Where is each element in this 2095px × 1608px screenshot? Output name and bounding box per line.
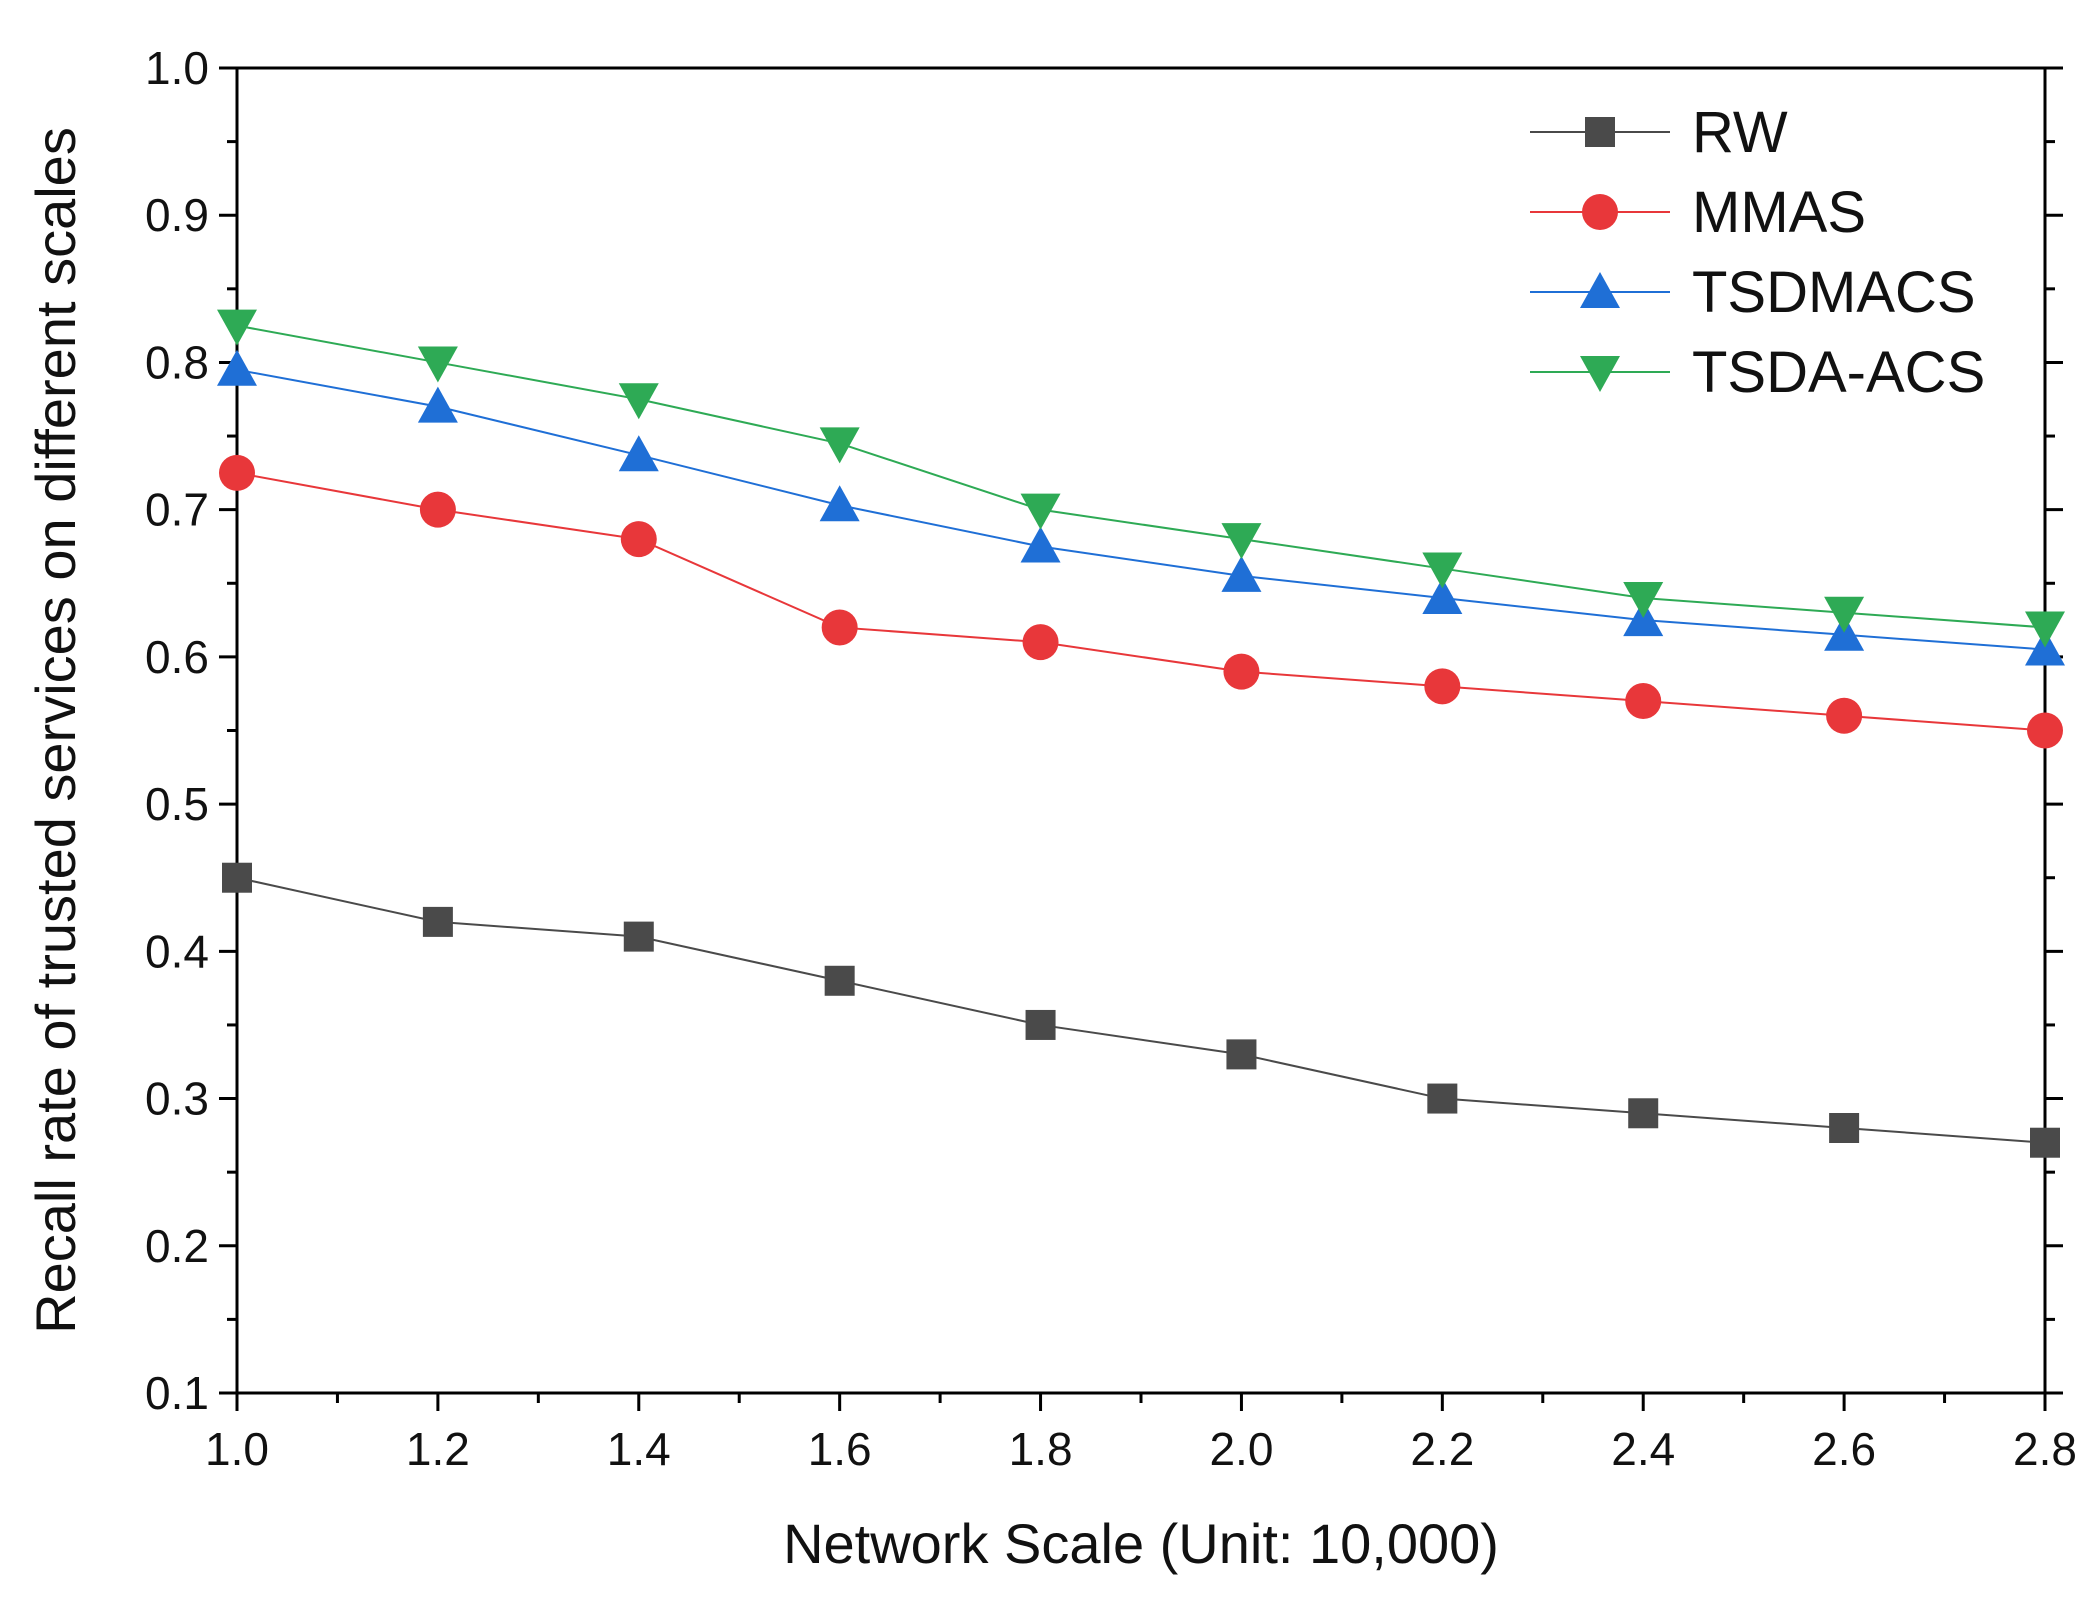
data-point-rw xyxy=(2030,1127,2060,1158)
x-axis-title: Network Scale (Unit: 10,000) xyxy=(783,1512,1499,1575)
data-point-tsda-acs xyxy=(217,309,257,346)
data-point-rw xyxy=(222,862,252,893)
x-tick-label: 2.8 xyxy=(2013,1423,2077,1475)
data-point-mmas xyxy=(620,521,657,558)
y-tick-label: 0.4 xyxy=(145,925,209,977)
data-point-rw xyxy=(1829,1113,1860,1143)
x-tick-label: 1.4 xyxy=(607,1423,671,1475)
legend-label: TSDA-ACS xyxy=(1692,340,1985,405)
data-point-rw xyxy=(623,921,654,952)
data-point-tsdmacs xyxy=(1221,555,1262,592)
data-point-rw xyxy=(1226,1039,1257,1070)
y-tick-label: 0.7 xyxy=(145,484,209,536)
data-point-mmas xyxy=(1826,697,1863,734)
legend-item-tsdmacs: TSDMACS xyxy=(1530,260,1976,325)
y-tick-label: 0.5 xyxy=(145,778,209,830)
legend-marker xyxy=(1580,356,1620,392)
legend: RW MMAS TSDMACS TSDA-ACS xyxy=(1530,100,1985,405)
data-point-mmas xyxy=(2027,712,2063,749)
series-line-mmas xyxy=(236,471,2046,732)
data-point-rw xyxy=(824,965,855,996)
series-mmas xyxy=(219,454,2063,749)
y-tick-label: 0.2 xyxy=(145,1220,209,1272)
x-tick-label: 2.6 xyxy=(1812,1423,1876,1475)
x-tick-label: 1.6 xyxy=(808,1423,872,1475)
series-tsdmacs xyxy=(217,349,2065,666)
x-tick-label: 1.2 xyxy=(406,1423,470,1475)
data-point-mmas xyxy=(1625,683,1662,720)
y-tick-label: 0.1 xyxy=(145,1367,209,1419)
legend-marker xyxy=(1585,117,1615,147)
legend-label: RW xyxy=(1692,100,1788,165)
series-rw xyxy=(222,862,2060,1158)
x-tick-label: 2.4 xyxy=(1611,1423,1675,1475)
legend-item-tsda-acs: TSDA-ACS xyxy=(1530,340,1985,405)
data-point-tsdmacs xyxy=(217,349,257,386)
x-tick-label: 2.0 xyxy=(1209,1423,1273,1475)
data-point-mmas xyxy=(219,454,255,491)
series-line-tsda-acs xyxy=(236,324,2046,629)
data-point-tsda-acs xyxy=(2025,611,2065,648)
data-point-tsdmacs xyxy=(1020,526,1061,563)
legend-item-mmas: MMAS xyxy=(1530,180,1866,245)
legend-item-rw: RW xyxy=(1530,100,1788,165)
data-point-tsda-acs xyxy=(417,346,458,383)
data-point-tsda-acs xyxy=(1221,523,1262,560)
data-point-mmas xyxy=(821,609,858,646)
legend-label: TSDMACS xyxy=(1692,260,1976,325)
legend-label: MMAS xyxy=(1692,180,1866,245)
y-axis-title: Recall rate of trusted services on diffe… xyxy=(24,127,87,1334)
series-line-rw xyxy=(236,876,2046,1144)
data-point-rw xyxy=(1025,1009,1056,1040)
legend-marker xyxy=(1582,194,1618,230)
series-line-tsdmacs xyxy=(236,368,2046,651)
legend-marker xyxy=(1580,272,1620,308)
y-tick-label: 0.9 xyxy=(145,189,209,241)
y-tick-label: 0.8 xyxy=(145,336,209,388)
data-point-tsda-acs xyxy=(1824,596,1865,633)
axes: 0.1 0.2 0.3 0.4 0.5 0.6 0.7 0.8 0.9 1.0 1.0 1.2 1.4 1… xyxy=(145,42,2077,1475)
x-tick-label: 1.8 xyxy=(1009,1423,1073,1475)
data-point-tsdmacs xyxy=(1422,578,1463,614)
data-point-mmas xyxy=(1424,668,1461,705)
y-tick-label: 0.6 xyxy=(145,631,209,683)
data-point-tsdmacs xyxy=(417,386,458,423)
data-point-mmas xyxy=(1022,624,1059,661)
data-point-tsda-acs xyxy=(819,427,860,464)
data-point-tsdmacs xyxy=(2025,629,2065,666)
y-tick-label: 1.0 xyxy=(145,42,209,94)
data-point-rw xyxy=(1628,1098,1659,1129)
data-point-tsdmacs xyxy=(1623,600,1664,637)
series-group xyxy=(217,309,2065,1158)
data-point-tsda-acs xyxy=(618,383,659,420)
x-tick-label: 1.0 xyxy=(205,1423,269,1475)
y-tick-label: 0.3 xyxy=(145,1073,209,1125)
data-point-tsda-acs xyxy=(1422,552,1463,589)
data-point-tsdmacs xyxy=(819,485,860,522)
data-point-rw xyxy=(422,906,453,937)
series-tsda-acs xyxy=(217,309,2065,648)
data-point-tsda-acs xyxy=(1020,493,1061,530)
data-point-mmas xyxy=(1223,653,1260,690)
data-point-tsdmacs xyxy=(618,435,659,472)
data-point-tsdmacs xyxy=(1824,614,1865,651)
x-tick-label: 2.2 xyxy=(1410,1423,1474,1475)
data-point-tsda-acs xyxy=(1623,582,1664,618)
data-point-mmas xyxy=(419,491,456,528)
data-point-rw xyxy=(1427,1083,1458,1114)
